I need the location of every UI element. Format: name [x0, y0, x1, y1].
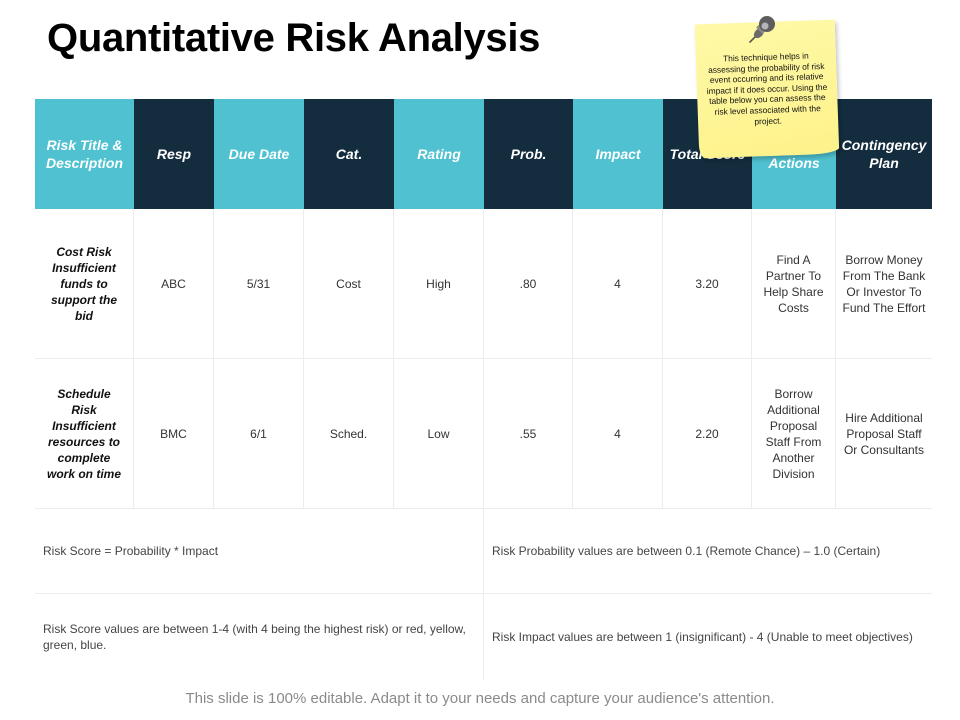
- cell-mitigation-actions: Borrow Additional Proposal Staff From An…: [752, 359, 836, 508]
- header-contingency-plan: Contingency Plan: [836, 99, 932, 209]
- cell-total-score: 3.20: [663, 209, 752, 358]
- cell-probability: .55: [484, 359, 573, 508]
- header-category: Cat.: [304, 99, 394, 209]
- cell-due-date: 5/31: [214, 209, 304, 358]
- note-score-range: Risk Score values are between 1-4 (with …: [35, 594, 484, 680]
- table-row: Cost Risk Insufficient funds to support …: [35, 209, 932, 359]
- header-resp: Resp: [134, 99, 214, 209]
- header-risk-title: Risk Title & Description: [35, 99, 134, 209]
- header-probability: Prob.: [484, 99, 573, 209]
- notes-row: Risk Score values are between 1-4 (with …: [35, 594, 932, 680]
- sticky-note-text: This technique helps in assessing the pr…: [706, 50, 828, 127]
- pushpin-icon: [749, 16, 775, 43]
- note-probability-range: Risk Probability values are between 0.1 …: [492, 544, 881, 558]
- cell-mitigation-actions: Find A Partner To Help Share Costs: [752, 209, 836, 358]
- table-header-row: Risk Title & Description Resp Due Date C…: [35, 99, 932, 209]
- cell-description: Schedule Risk Insufficient resources to …: [35, 359, 134, 508]
- footer-caption: This slide is 100% editable. Adapt it to…: [185, 690, 775, 707]
- risk-table: Risk Title & Description Resp Due Date C…: [35, 99, 932, 509]
- cell-resp: ABC: [134, 209, 214, 358]
- cell-description: Cost Risk Insufficient funds to support …: [35, 209, 134, 358]
- header-due-date: Due Date: [214, 99, 304, 209]
- notes-row: Risk Score = Probability * Impact Risk P…: [35, 509, 932, 594]
- cell-contingency-plan: Borrow Money From The Bank Or Investor T…: [842, 252, 926, 315]
- notes-table: Risk Score = Probability * Impact Risk P…: [35, 509, 932, 680]
- cell-category: Cost: [304, 209, 394, 358]
- cell-resp: BMC: [134, 359, 214, 508]
- cell-total-score: 2.20: [663, 359, 752, 508]
- cell-contingency-plan: Hire Additional Proposal Staff Or Consul…: [843, 410, 925, 457]
- page-title: Quantitative Risk Analysis: [47, 16, 541, 60]
- cell-rating: High: [394, 209, 484, 358]
- cell-probability: .80: [484, 209, 573, 358]
- cell-impact: 4: [573, 209, 663, 358]
- cell-impact: 4: [573, 359, 663, 508]
- header-impact: Impact: [573, 99, 663, 209]
- cell-rating: Low: [394, 359, 484, 508]
- note-impact-range: Risk Impact values are between 1 (insign…: [492, 630, 913, 644]
- table-row: Schedule Risk Insufficient resources to …: [35, 359, 932, 509]
- note-score-formula: Risk Score = Probability * Impact: [35, 509, 484, 593]
- cell-category: Sched.: [304, 359, 394, 508]
- header-rating: Rating: [394, 99, 484, 209]
- cell-due-date: 6/1: [214, 359, 304, 508]
